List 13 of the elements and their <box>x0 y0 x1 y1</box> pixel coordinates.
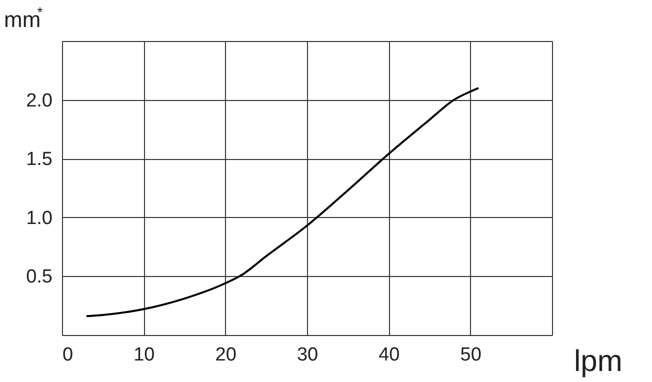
x-axis-title: lpm <box>574 345 622 378</box>
x-tick-label: 20 <box>215 344 236 366</box>
x-tick-label: 40 <box>378 344 400 366</box>
x-tick-label: 0 <box>62 344 74 366</box>
y-tick-label: 2.0 <box>26 90 52 112</box>
line-series <box>86 87 480 318</box>
y-tick-label: 1.5 <box>26 149 52 170</box>
y-tick-label: 1.0 <box>26 208 52 229</box>
y-tick-label: 0.5 <box>26 266 52 288</box>
x-tick-label: 50 <box>460 344 482 366</box>
x-tick-label: 30 <box>296 344 318 366</box>
x-tick-label: 10 <box>134 344 155 366</box>
y-axis-title: mm* <box>4 4 44 32</box>
